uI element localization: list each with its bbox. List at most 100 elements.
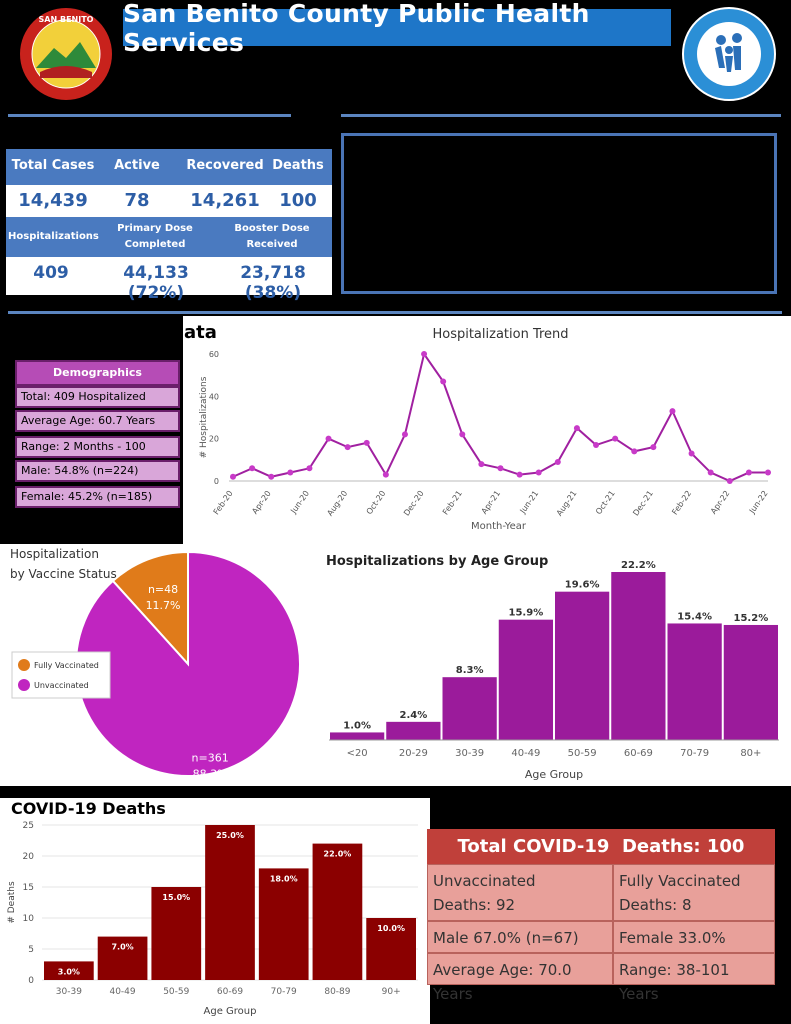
recovered-label: Recovered bbox=[186, 158, 264, 173]
data-point bbox=[593, 442, 600, 449]
bar bbox=[442, 677, 497, 740]
data-point bbox=[459, 431, 466, 438]
primary-label-1: Primary Dose bbox=[117, 223, 193, 234]
data-point bbox=[478, 461, 485, 468]
pie-title-line-1: Hospitalization bbox=[10, 547, 99, 561]
bar-data-label: 19.6% bbox=[565, 580, 600, 591]
y-axis-label: # Hospitalizations bbox=[199, 376, 209, 458]
y-tick-label: 5 bbox=[28, 945, 34, 955]
x-tick-label: Dec-21 bbox=[631, 489, 655, 518]
x-tick-label: 60-69 bbox=[624, 748, 653, 759]
data-point bbox=[745, 469, 752, 476]
x-tick-label: Oct-20 bbox=[365, 489, 388, 516]
male-deaths-cell: Male 67.0% (n=67) bbox=[427, 921, 613, 953]
x-tick-label: Jun-21 bbox=[518, 489, 541, 516]
data-point bbox=[401, 431, 408, 438]
data-point bbox=[306, 465, 313, 472]
hosp-label: Hospitalizations bbox=[8, 231, 99, 242]
female-deaths-cell: Female 33.0% (n=33) bbox=[613, 921, 775, 971]
pie-legend-box bbox=[11, 651, 111, 699]
x-tick-label: Oct-21 bbox=[594, 489, 617, 516]
deaths-value: 100 bbox=[279, 190, 317, 211]
deaths-table-title: Total COVID-19 Deaths: 100 bbox=[427, 829, 775, 864]
y-tick-label: 20 bbox=[23, 852, 35, 862]
deaths-label: Deaths bbox=[272, 158, 324, 173]
data-point bbox=[707, 469, 714, 476]
x-axis-label: Month-Year bbox=[471, 521, 527, 532]
primary-value: 44,133 (72%) bbox=[123, 263, 189, 303]
bar bbox=[205, 825, 255, 980]
x-tick-label: Apr-20 bbox=[250, 489, 273, 516]
x-tick-label: Aug-21 bbox=[555, 489, 579, 518]
data-point bbox=[535, 469, 542, 476]
bar bbox=[312, 843, 363, 980]
bar bbox=[386, 721, 441, 740]
y-tick-label: 20 bbox=[209, 435, 219, 444]
demographics-row: Range: 2 Months - 100 Years bbox=[15, 436, 180, 471]
x-tick-label: <20 bbox=[347, 748, 368, 759]
booster-value: 23,718 (38%) bbox=[240, 263, 306, 303]
pie-pct-label: 11.7% bbox=[146, 599, 181, 612]
chart-title: Hospitalization Trend bbox=[432, 327, 568, 342]
total-cases-label: Total Cases bbox=[11, 158, 95, 173]
chart-title: COVID-19 Deaths bbox=[11, 799, 166, 818]
bar bbox=[97, 936, 148, 980]
bar bbox=[44, 961, 94, 980]
pie-legend-label: Unvaccinated bbox=[34, 681, 89, 690]
y-tick-label: 0 bbox=[214, 477, 219, 486]
active-value: 78 bbox=[124, 190, 150, 211]
x-tick-label: 90+ bbox=[382, 987, 401, 997]
data-point bbox=[726, 478, 733, 484]
data-point bbox=[650, 444, 657, 451]
data-point bbox=[765, 469, 771, 476]
demographics-row: Average Age: 60.7 Years bbox=[15, 410, 180, 432]
x-tick-label: 30-39 bbox=[455, 748, 484, 759]
data-point bbox=[516, 471, 523, 478]
total-cases-value: 14,439 bbox=[18, 190, 88, 211]
x-tick-label: 80+ bbox=[740, 748, 761, 759]
y-tick-label: 40 bbox=[209, 392, 219, 401]
data-point bbox=[249, 465, 256, 472]
pie-legend-swatch bbox=[18, 659, 30, 671]
x-tick-label: Jun-20 bbox=[288, 489, 311, 516]
x-tick-label: Jun-22 bbox=[747, 489, 770, 516]
bar-data-label: 18.0% bbox=[270, 874, 298, 883]
x-tick-label: 40-49 bbox=[511, 748, 540, 759]
data-point bbox=[612, 435, 619, 442]
x-tick-label: Apr-21 bbox=[480, 489, 503, 516]
y-axis-label: # Deaths bbox=[7, 881, 17, 924]
covid-deaths-bar-chart: COVID-19 Deaths 0 5 10 15 20 25 # Deaths 3.0% 30-… bbox=[7, 799, 418, 1017]
trend-panel bbox=[183, 316, 791, 544]
data-point bbox=[344, 444, 351, 451]
x-axis-label: Age Group bbox=[525, 768, 583, 781]
bar-data-label: 15.0% bbox=[162, 893, 190, 902]
y-tick-label: 25 bbox=[23, 821, 34, 831]
bar bbox=[723, 624, 778, 740]
y-tick-label: 10 bbox=[23, 914, 35, 924]
data-point bbox=[382, 471, 389, 478]
data-point bbox=[497, 465, 504, 472]
pie-legend-label: Fully Vaccinated bbox=[34, 661, 99, 670]
vaccinated-deaths-cell: Fully Vaccinated Deaths: 8 bbox=[613, 864, 775, 921]
bar-data-label: 2.4% bbox=[400, 710, 428, 721]
bar bbox=[667, 623, 722, 740]
demographics-row: Total: 409 Hospitalized bbox=[15, 386, 180, 408]
pie-legend-swatch bbox=[18, 679, 30, 691]
x-tick-label: Aug-20 bbox=[325, 489, 349, 518]
data-point bbox=[688, 450, 695, 457]
fully-vaccinated-label: Fully Vaccinated bbox=[619, 872, 741, 890]
x-tick-label: 40-49 bbox=[109, 987, 135, 997]
recovered-value: 14,261 bbox=[190, 190, 260, 211]
page-title: San Benito County Public Health Services bbox=[123, 0, 671, 57]
pie-count-label: n=48 bbox=[148, 583, 178, 596]
x-tick-label: 50-59 bbox=[163, 987, 189, 997]
data-point bbox=[631, 448, 638, 455]
bar-data-label: 15.4% bbox=[677, 611, 712, 622]
bar bbox=[555, 591, 610, 740]
divider-mid bbox=[8, 311, 782, 314]
bar-data-label: 25.0% bbox=[216, 831, 244, 840]
demographics-panel: Demographics Total: 409 Hospitalized Ave… bbox=[15, 360, 180, 510]
fully-vaccinated-deaths-value: Deaths: 8 bbox=[619, 896, 692, 914]
hosp-value: 409 bbox=[33, 263, 69, 283]
age-range-cell: Range: 38-101 Years bbox=[613, 953, 775, 1003]
